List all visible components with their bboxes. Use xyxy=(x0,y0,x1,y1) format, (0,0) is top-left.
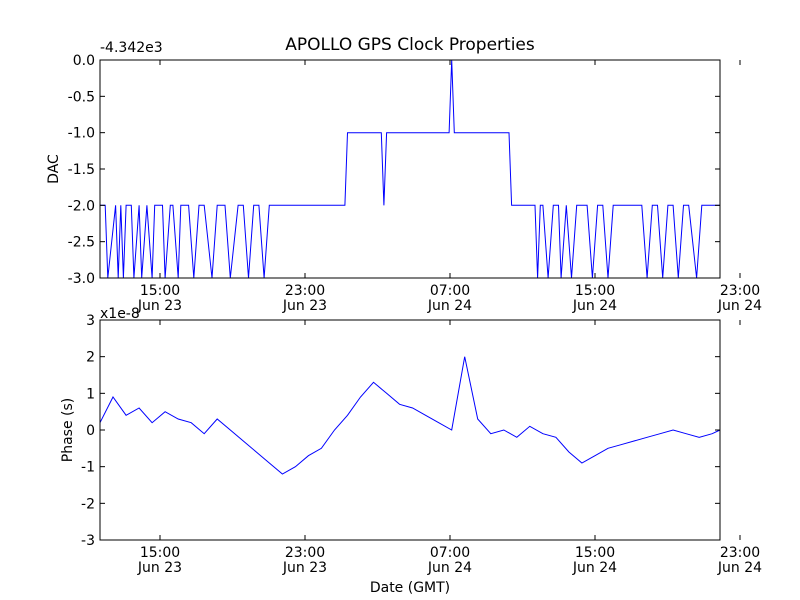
x-tick-date-label: Jun 23 xyxy=(137,298,182,314)
x-tick-time-label: 15:00 xyxy=(140,545,180,561)
y-tick-label: -2.0 xyxy=(68,198,95,214)
y-tick-label: -2.5 xyxy=(68,235,95,251)
y-tick-label: -1.0 xyxy=(68,126,95,142)
y-tick-label: -0.5 xyxy=(68,89,95,105)
x-tick-time-label: 15:00 xyxy=(140,283,180,299)
x-tick-time-label: 23:00 xyxy=(720,283,760,299)
x-tick-date-label: Jun 24 xyxy=(717,560,762,576)
bottom-y-axis-label: Phase (s) xyxy=(60,398,76,462)
y-tick-label: -2 xyxy=(81,496,95,512)
y-tick-label: -1 xyxy=(81,460,95,476)
x-tick-time-label: 15:00 xyxy=(575,283,615,299)
top-panel: -4.342e3 0.0 -0.5 -1.0 -1.5 -2.0 -2.5 -3.0 15:… xyxy=(46,40,762,314)
y-tick-label: 1 xyxy=(86,386,95,402)
x-tick-date-label: Jun 23 xyxy=(137,560,182,576)
top-plot-lines xyxy=(100,59,720,279)
y-tick-label: 2 xyxy=(86,350,95,366)
x-tick-time-label: 23:00 xyxy=(285,283,325,299)
chart-title: APOLLO GPS Clock Properties xyxy=(285,35,535,55)
x-tick-date-label: Jun 23 xyxy=(282,298,327,314)
y-tick-label: 0 xyxy=(86,423,95,439)
y-tick-label: -3 xyxy=(81,533,95,549)
y-tick-label: 0.0 xyxy=(73,53,95,69)
y-tick-label: 3 xyxy=(86,313,95,329)
bottom-plot-lines xyxy=(99,356,721,475)
x-tick-date-label: Jun 24 xyxy=(427,560,472,576)
x-tick-date-label: Jun 24 xyxy=(717,298,762,314)
top-y-ticks: 0.0 -0.5 -1.0 -1.5 -2.0 -2.5 -3.0 xyxy=(68,53,720,287)
top-offset-label: -4.342e3 xyxy=(100,40,163,56)
bottom-x-axis-label: Date (GMT) xyxy=(370,580,450,596)
bottom-y-ticks: 3 2 1 0 -1 -2 -3 xyxy=(81,313,720,549)
series-line-1 xyxy=(100,59,720,279)
x-tick-time-label: 07:00 xyxy=(430,283,470,299)
top-y-axis-label: DAC xyxy=(46,154,62,184)
y-tick-label: -3.0 xyxy=(68,271,95,287)
x-tick-date-label: Jun 23 xyxy=(282,560,327,576)
x-tick-time-label: 15:00 xyxy=(575,545,615,561)
top-axes-frame xyxy=(99,59,721,279)
x-tick-date-label: Jun 24 xyxy=(427,298,472,314)
series-line-1 xyxy=(99,356,721,475)
bottom-offset-label: x1e-8 xyxy=(100,306,140,322)
x-tick-date-label: Jun 24 xyxy=(572,560,617,576)
bottom-axes-frame xyxy=(99,319,721,541)
y-tick-label: -1.5 xyxy=(68,162,95,178)
x-tick-time-label: 07:00 xyxy=(430,545,470,561)
x-tick-date-label: Jun 24 xyxy=(572,298,617,314)
x-tick-time-label: 23:00 xyxy=(285,545,325,561)
x-tick-time-label: 23:00 xyxy=(720,545,760,561)
